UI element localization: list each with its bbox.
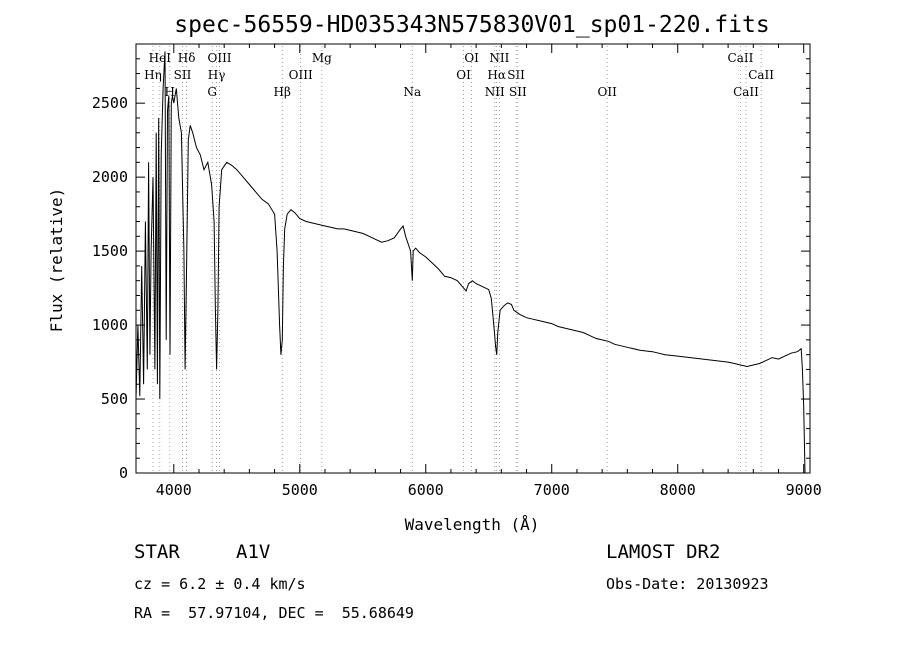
- line-marker-label: NII: [485, 85, 505, 99]
- x-axis-label: Wavelength (Å): [405, 515, 540, 534]
- x-tick-label: 5000: [282, 481, 318, 499]
- x-tick-label: 9000: [786, 481, 822, 499]
- line-marker-label: Hβ: [274, 85, 291, 99]
- line-marker-label: Hδ: [178, 51, 196, 65]
- line-marker-label: SII: [507, 68, 525, 82]
- line-marker-label: Na: [403, 85, 421, 99]
- coordinates-text: RA = 57.97104, DEC = 55.68649: [134, 604, 414, 622]
- line-marker-label: OII: [598, 85, 618, 99]
- y-tick-label: 1500: [92, 242, 128, 260]
- y-tick-label: 500: [101, 390, 128, 408]
- y-axis: 0 500 1000 1500 2000 2500: [92, 58, 810, 482]
- y-tick-label: 0: [119, 464, 128, 482]
- line-marker-label: HeI: [149, 51, 172, 65]
- object-class: STAR: [134, 541, 180, 563]
- plot-frame: [135, 43, 811, 474]
- redshift-text: cz = 6.2 ± 0.4 km/s: [134, 575, 306, 593]
- line-marker-label: G: [207, 85, 217, 99]
- y-tick-label: 2000: [92, 168, 128, 186]
- object-subclass: A1V: [236, 541, 271, 563]
- survey-name: LAMOST DR2: [606, 541, 721, 563]
- line-marker-label: OIII: [289, 68, 313, 82]
- line-marker-label: H: [165, 85, 175, 99]
- line-marker-label: Hα: [487, 68, 506, 82]
- line-marker-label: CaII: [733, 85, 759, 99]
- x-axis: 4000 5000 6000 7000 8000 9000: [156, 44, 822, 499]
- x-tick-label: 7000: [534, 481, 570, 499]
- x-tick-label: 8000: [660, 481, 696, 499]
- line-marker-label: Hγ: [208, 68, 226, 82]
- line-marker-label: Hη: [144, 68, 162, 82]
- y-axis-label: Flux (relative): [47, 188, 66, 333]
- y-tick-label: 2500: [92, 94, 128, 112]
- series-layer: [135, 51, 806, 474]
- line-marker-label: CaII: [728, 51, 754, 65]
- spectrum-line: [135, 51, 806, 474]
- chart-title: spec-56559-HD035343N575830V01_sp01-220.f…: [174, 12, 769, 38]
- line-marker-label: OI: [464, 51, 479, 65]
- x-tick-label: 4000: [156, 481, 192, 499]
- x-tick-label: 6000: [408, 481, 444, 499]
- line-marker-label: SII: [509, 85, 527, 99]
- line-marker-label: CaII: [748, 68, 774, 82]
- line-marker-label: OIII: [207, 51, 231, 65]
- line-marker-label: OI: [456, 68, 471, 82]
- obs-date-text: Obs-Date: 20130923: [606, 575, 769, 593]
- line-marker-label: SII: [174, 68, 192, 82]
- line-marker-label: NII: [489, 51, 509, 65]
- y-tick-label: 1000: [92, 316, 128, 334]
- line-marker-label: Mg: [312, 51, 332, 65]
